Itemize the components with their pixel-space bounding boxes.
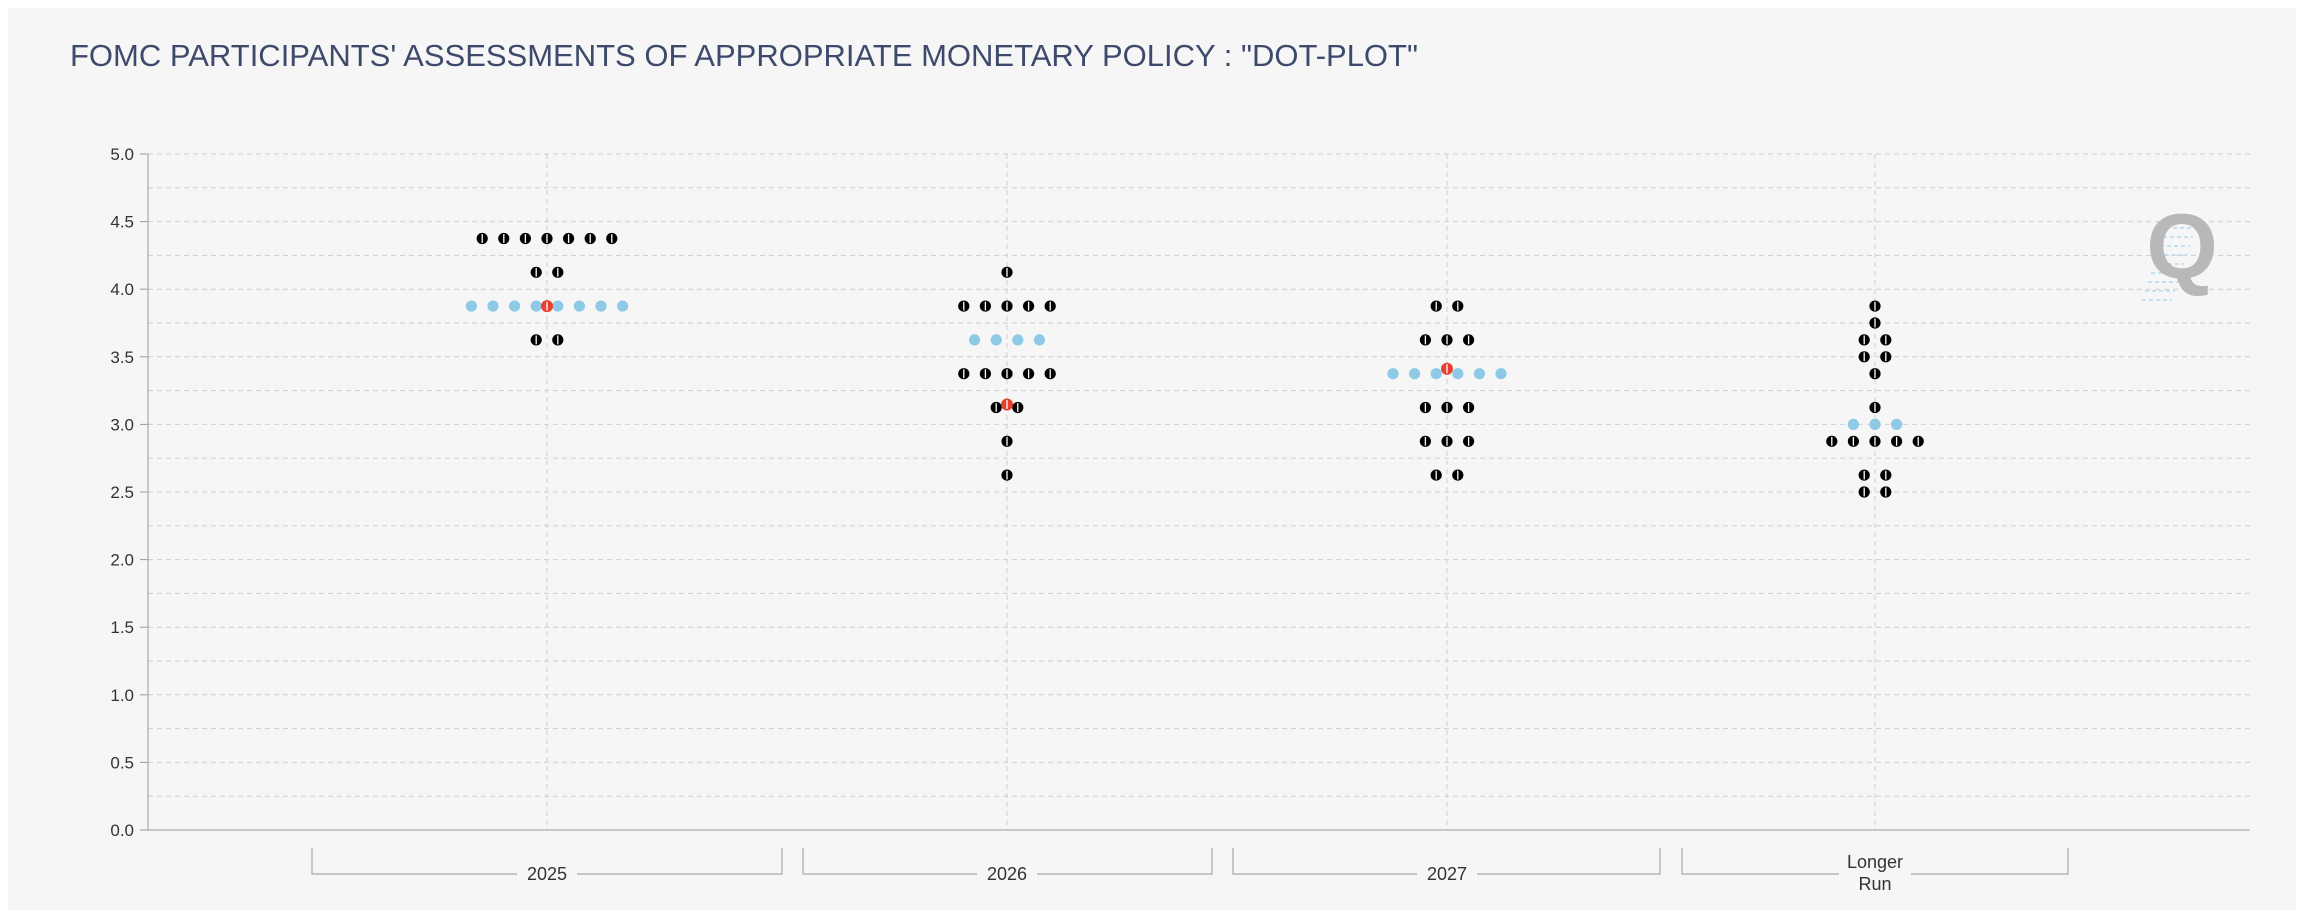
y-tick-label: 2.5 <box>110 483 134 502</box>
dot-highlight <box>487 300 499 312</box>
y-tick-label: 4.0 <box>110 280 134 299</box>
category-label: 2027 <box>1427 864 1467 884</box>
dot-highlight <box>1473 368 1485 380</box>
y-tick-label: 2.0 <box>110 551 134 570</box>
page-title: FOMC PARTICIPANTS' ASSESSMENTS OF APPROP… <box>70 38 1418 73</box>
category-label-bg <box>1839 866 1911 882</box>
dot-highlight <box>530 300 542 312</box>
y-tick-label: 0.0 <box>110 821 134 840</box>
y-tick-label: 1.5 <box>110 618 134 637</box>
dot-highlight <box>990 334 1002 346</box>
chart-panel <box>8 8 2296 910</box>
y-tick-label: 4.5 <box>110 213 134 232</box>
category-label-bg <box>977 862 1037 884</box>
grid-layer <box>148 153 2250 831</box>
dots-layer <box>465 232 1924 498</box>
dot-highlight <box>552 300 564 312</box>
category-label: 2026 <box>987 864 1027 884</box>
category-label: Run <box>1858 874 1891 894</box>
q-logo-letter: Q <box>2146 196 2218 298</box>
dot-highlight <box>1891 418 1903 430</box>
dot-highlight <box>1847 418 1859 430</box>
dot-highlight <box>969 334 981 346</box>
dot-highlight <box>1495 368 1507 380</box>
dot-highlight <box>1452 368 1464 380</box>
axis-layer: 0.0 0.5 1.0 1.5 2.0 2.5 3.0 3.5 4.0 4.5 5.0 2025 202… <box>110 145 2250 894</box>
category-label: 2025 <box>527 864 567 884</box>
dot-highlight <box>1387 368 1399 380</box>
dot-highlight <box>617 300 629 312</box>
y-tick-label: 0.5 <box>110 753 134 772</box>
category-label: Longer <box>1847 852 1903 872</box>
y-tick-label: 3.5 <box>110 348 134 367</box>
dot-highlight <box>1012 334 1024 346</box>
dot-highlight <box>1430 368 1442 380</box>
y-tick-label: 3.0 <box>110 415 134 434</box>
dot-highlight <box>1869 418 1881 430</box>
dot-highlight <box>465 300 477 312</box>
dot-highlight <box>1409 368 1421 380</box>
dot-highlight <box>595 300 607 312</box>
y-tick-label: 5.0 <box>110 145 134 164</box>
category-label-bg <box>517 862 577 884</box>
q-logo-icon: Q <box>2142 196 2218 301</box>
dot-highlight <box>1033 334 1045 346</box>
y-tick-label: 1.0 <box>110 686 134 705</box>
dot-highlight <box>573 300 586 312</box>
dot-highlight <box>508 300 521 312</box>
category-label-bg <box>1417 862 1477 884</box>
